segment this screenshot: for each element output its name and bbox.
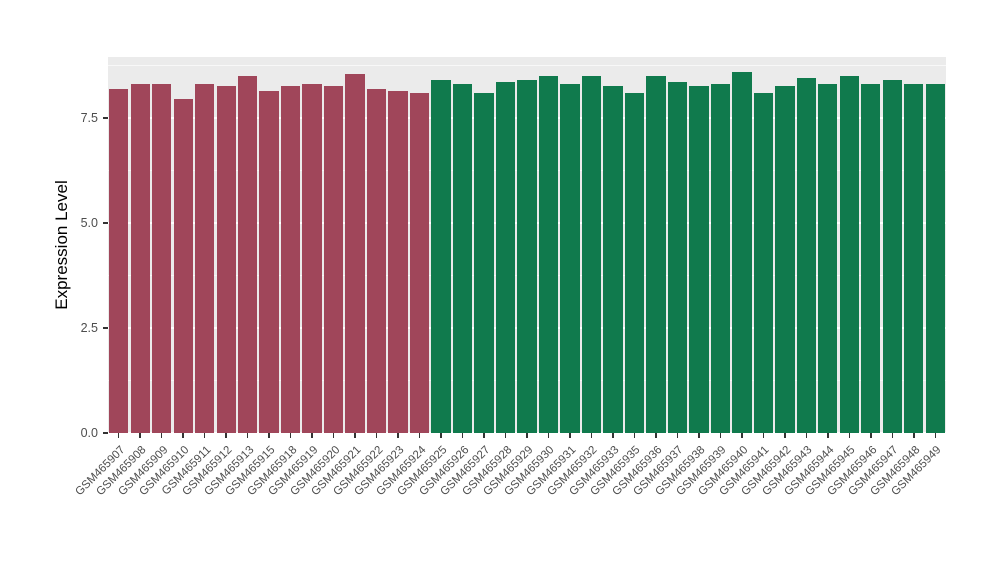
x-tick-mark (268, 433, 270, 438)
x-tick-mark (762, 433, 765, 438)
x-tick-mark (246, 433, 249, 438)
plot-panel (108, 57, 946, 433)
bar-GSM465938 (689, 86, 709, 433)
x-tick-mark (397, 433, 399, 438)
x-tick-mark (934, 433, 936, 438)
bar-GSM465909 (152, 84, 172, 433)
x-tick-mark (913, 433, 915, 438)
bar-GSM465930 (538, 75, 559, 433)
minor-gridline (108, 64, 946, 66)
bar-GSM465913 (237, 75, 258, 433)
bar-GSM465918 (280, 86, 301, 433)
x-tick-mark (805, 433, 808, 438)
bar-GSM465912 (216, 86, 236, 433)
bar-GSM465921 (345, 73, 365, 433)
bar-GSM465941 (753, 92, 774, 433)
bar-GSM465922 (366, 88, 387, 433)
bar-GSM465931 (560, 84, 580, 433)
bar-GSM465935 (624, 92, 645, 433)
bar-GSM465910 (173, 99, 193, 433)
x-tick-mark (569, 433, 571, 438)
x-tick-mark (203, 433, 206, 438)
bar-GSM465948 (904, 84, 924, 433)
x-tick-mark (547, 433, 550, 438)
x-tick-mark (354, 433, 356, 438)
x-tick-mark (676, 433, 679, 438)
y-tick-label: 0.0 (80, 426, 98, 440)
bar-GSM465926 (452, 84, 473, 433)
x-tick-mark (590, 433, 593, 438)
x-tick-mark (332, 433, 335, 438)
bar-GSM465920 (323, 86, 344, 433)
x-tick-mark (289, 433, 292, 438)
x-tick-mark (504, 433, 507, 438)
x-tick-mark (848, 433, 851, 438)
bar-GSM465929 (517, 80, 537, 433)
x-tick-mark (225, 433, 227, 438)
x-tick-mark (375, 433, 378, 438)
x-tick-mark (311, 433, 313, 438)
y-tick-label: 7.5 (80, 110, 98, 125)
bar-GSM465933 (603, 86, 623, 433)
bar-GSM465939 (710, 84, 731, 433)
bar-GSM465937 (667, 82, 688, 433)
x-tick-mark (891, 433, 894, 438)
bar-GSM465949 (925, 84, 945, 433)
bar-GSM465932 (581, 75, 602, 433)
y-tick-label: 2.5 (80, 320, 98, 335)
y-tick-label: 5.0 (80, 215, 98, 230)
bar-GSM465924 (409, 92, 430, 433)
bar-GSM465940 (732, 71, 752, 433)
x-tick-mark (698, 433, 700, 438)
bar-GSM465942 (775, 86, 795, 433)
bar-GSM465907 (109, 88, 129, 433)
bar-GSM465927 (474, 92, 494, 433)
x-tick-mark (784, 433, 786, 438)
x-tick-mark (612, 433, 614, 438)
x-tick-mark (870, 433, 872, 438)
x-tick-mark (719, 433, 722, 438)
bar-GSM465925 (431, 80, 451, 433)
bar-GSM465944 (818, 84, 838, 433)
x-tick-mark (139, 433, 141, 438)
x-tick-mark (827, 433, 829, 438)
x-tick-mark (633, 433, 636, 438)
x-tick-mark (117, 433, 120, 438)
bar-GSM465908 (130, 84, 150, 433)
x-tick-mark (160, 433, 163, 438)
bar-GSM465936 (646, 75, 666, 433)
bar-GSM465911 (195, 84, 215, 433)
bar-GSM465928 (495, 82, 516, 433)
x-tick-mark (182, 433, 184, 438)
y-axis-tick-labels: 0.0 2.5 5.0 7.5 (0, 57, 98, 440)
x-tick-mark (418, 433, 421, 438)
x-tick-mark (741, 433, 743, 438)
bar-GSM465946 (861, 84, 881, 433)
x-tick-mark (655, 433, 657, 438)
bar-GSM465947 (882, 80, 902, 433)
x-tick-mark (461, 433, 464, 438)
x-tick-mark (440, 433, 442, 438)
x-tick-mark (483, 433, 485, 438)
x-tick-mark (526, 433, 528, 438)
bar-GSM465923 (388, 90, 408, 433)
bar-GSM465919 (302, 84, 322, 433)
x-axis-tick-labels: GSM465907 GSM465908 GSM465909 GSM465910 GSM4… (73, 438, 946, 580)
bar-GSM465945 (839, 75, 859, 433)
bar-GSM465943 (796, 78, 816, 433)
bar-GSM465915 (259, 90, 279, 433)
x-axis-tick-marks (108, 433, 946, 439)
